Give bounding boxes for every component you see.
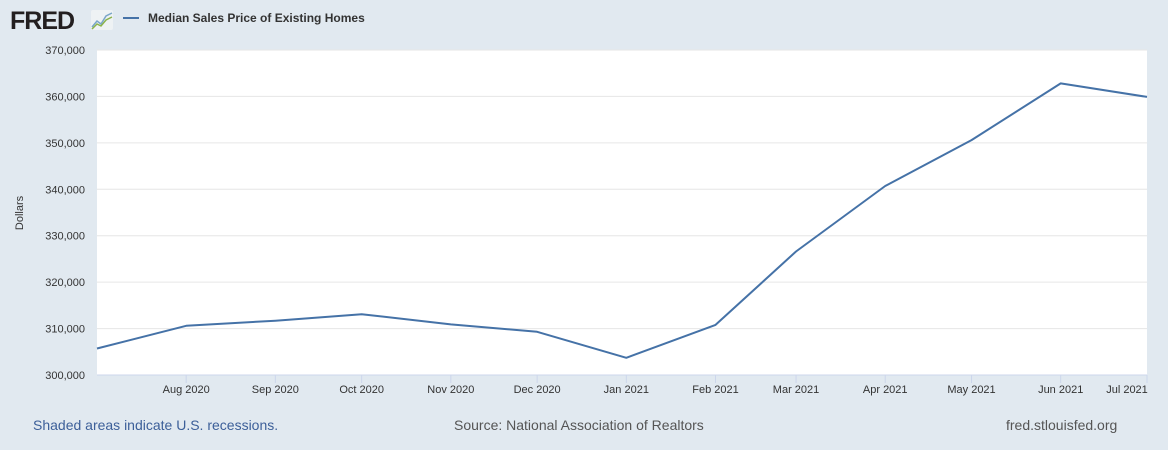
plot-area xyxy=(97,50,1147,375)
y-tick-label: 310,000 xyxy=(45,324,85,336)
y-tick-label: 320,000 xyxy=(45,277,85,289)
legend-label: Median Sales Price of Existing Homes xyxy=(148,11,365,25)
y-tick-label: 360,000 xyxy=(45,91,85,103)
y-tick-label: 350,000 xyxy=(45,138,85,150)
series-line xyxy=(96,82,1148,359)
x-tick-label: Apr 2021 xyxy=(863,384,908,396)
y-tick-label: 370,000 xyxy=(45,45,85,57)
x-tick-label: Dec 2020 xyxy=(514,384,561,396)
x-tick-label: Feb 2021 xyxy=(692,384,738,396)
x-tick-label: Jul 2021 xyxy=(1106,384,1148,396)
y-tick-label: 300,000 xyxy=(45,370,85,382)
x-tick-label: Jan 2021 xyxy=(604,384,649,396)
site-link[interactable]: fred.stlouisfed.org xyxy=(1006,417,1118,433)
x-tick-label: Aug 2020 xyxy=(163,384,210,396)
legend-swatch xyxy=(123,17,139,19)
x-tick-label: Oct 2020 xyxy=(339,384,384,396)
y-axis-label: Dollars xyxy=(14,195,26,230)
x-tick-label: May 2021 xyxy=(947,384,995,396)
x-tick-label: Mar 2021 xyxy=(773,384,819,396)
legend: Median Sales Price of Existing Homes xyxy=(123,11,365,25)
fred-chart-logo-icon xyxy=(91,10,113,30)
y-tick-label: 330,000 xyxy=(45,231,85,243)
fred-logo[interactable]: FRED xyxy=(10,7,75,35)
y-tick-label: 340,000 xyxy=(45,184,85,196)
source-text: Source: National Association of Realtors xyxy=(454,417,704,433)
x-tick-label: Nov 2020 xyxy=(427,384,474,396)
x-tick-label: Sep 2020 xyxy=(252,384,299,396)
x-tick-label: Jun 2021 xyxy=(1038,384,1083,396)
recession-note-link[interactable]: Shaded areas indicate U.S. recessions. xyxy=(33,417,279,433)
